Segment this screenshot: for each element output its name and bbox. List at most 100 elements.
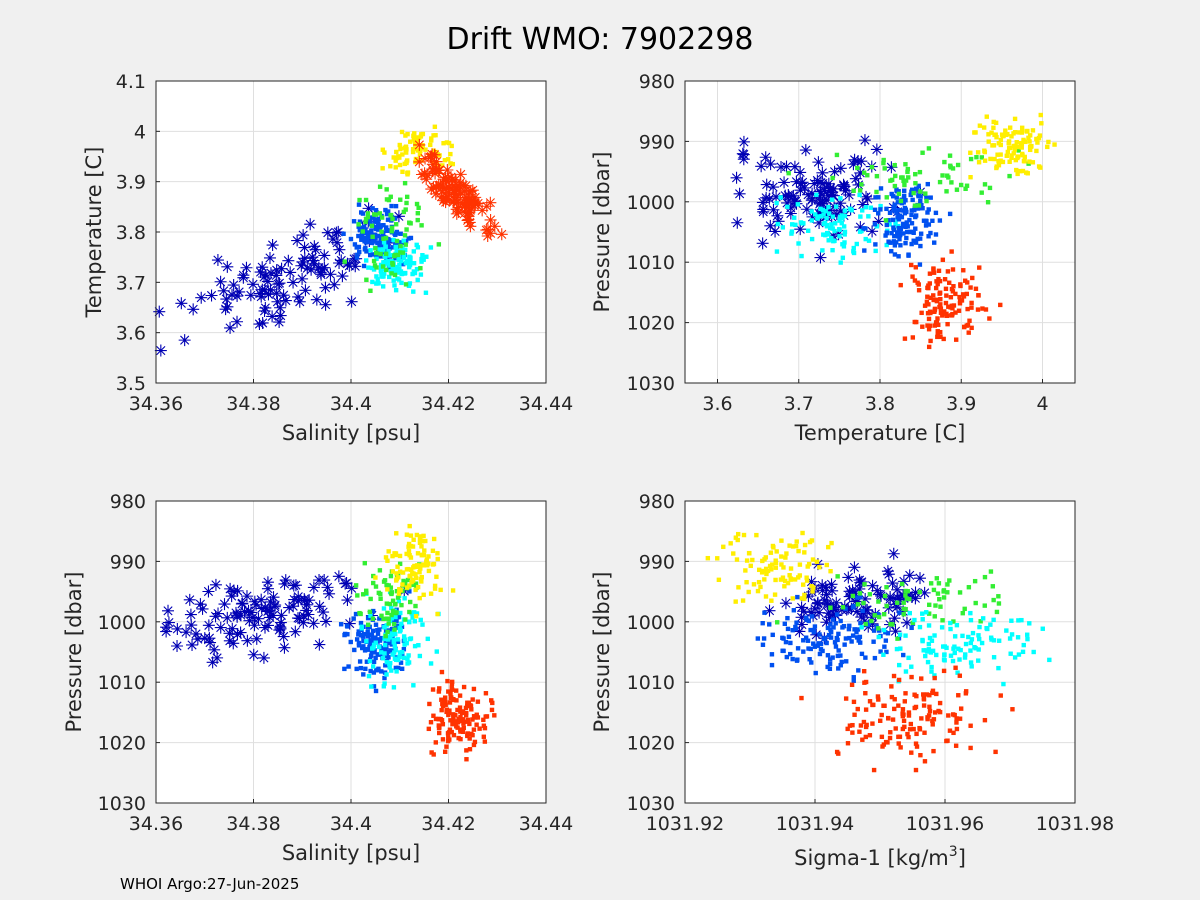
data-point xyxy=(244,289,257,302)
data-point xyxy=(464,719,469,724)
data-point xyxy=(903,593,908,598)
data-point xyxy=(876,599,881,604)
data-point xyxy=(785,580,791,586)
data-point xyxy=(892,252,898,257)
data-point xyxy=(154,344,167,357)
data-point xyxy=(307,581,320,594)
data-point xyxy=(937,179,943,185)
data-point xyxy=(437,686,442,691)
data-point xyxy=(266,239,279,252)
data-point xyxy=(906,710,912,715)
data-point xyxy=(874,173,880,179)
data-point xyxy=(408,567,414,572)
data-point xyxy=(412,270,418,276)
data-point xyxy=(842,229,848,235)
data-point xyxy=(469,707,474,712)
data-point xyxy=(882,166,887,171)
data-points xyxy=(153,124,508,357)
data-point xyxy=(420,622,425,627)
data-point xyxy=(412,131,417,136)
data-point xyxy=(1026,135,1031,140)
data-point xyxy=(426,726,432,732)
data-point xyxy=(277,289,290,302)
data-point xyxy=(378,251,383,257)
data-point xyxy=(933,210,939,216)
data-point xyxy=(839,659,844,665)
data-point xyxy=(932,323,937,328)
y-tick-label: 3.8 xyxy=(116,222,146,244)
data-point xyxy=(996,601,1002,606)
data-point xyxy=(408,533,414,538)
data-point xyxy=(427,701,432,707)
data-point xyxy=(377,247,382,252)
data-point xyxy=(370,636,375,642)
data-point xyxy=(775,221,780,227)
data-point xyxy=(808,646,813,652)
data-point xyxy=(393,601,398,607)
data-point xyxy=(735,531,741,537)
data-point xyxy=(965,306,970,312)
data-point xyxy=(859,625,864,630)
data-point xyxy=(354,666,359,672)
data-point xyxy=(1047,657,1052,663)
data-point xyxy=(836,648,841,653)
data-point xyxy=(1052,142,1057,147)
data-point xyxy=(826,584,839,597)
data-point xyxy=(968,745,973,751)
data-point xyxy=(406,283,412,289)
data-point xyxy=(814,196,827,209)
data-point xyxy=(969,325,974,331)
y-axis-label: Pressure [dbar] xyxy=(62,572,86,733)
data-point xyxy=(824,182,837,195)
data-point xyxy=(911,190,916,196)
data-point xyxy=(474,722,479,727)
data-point xyxy=(812,156,825,169)
data-point xyxy=(926,647,932,652)
data-point xyxy=(387,238,393,243)
data-point xyxy=(721,544,726,550)
x-tick-label: 34.38 xyxy=(226,813,280,835)
data-point xyxy=(816,214,821,219)
data-point xyxy=(190,627,202,640)
data-point xyxy=(1007,159,1012,164)
data-point xyxy=(814,192,819,197)
data-point xyxy=(968,610,973,616)
data-point xyxy=(904,220,909,225)
data-point xyxy=(930,648,936,654)
data-point xyxy=(764,158,777,171)
data-point xyxy=(224,321,237,334)
data-point xyxy=(379,239,385,245)
data-point xyxy=(817,641,823,647)
data-point xyxy=(884,242,889,248)
data-point xyxy=(934,279,939,284)
data-point xyxy=(780,648,785,653)
data-point xyxy=(873,195,878,200)
data-point xyxy=(809,218,815,223)
data-point xyxy=(998,137,1004,143)
data-point xyxy=(444,744,449,749)
data-point xyxy=(410,577,415,583)
data-point xyxy=(991,617,996,623)
data-point xyxy=(931,297,936,303)
data-point xyxy=(435,190,448,203)
data-point xyxy=(897,229,902,235)
data-point xyxy=(962,655,968,660)
data-point xyxy=(761,636,767,641)
data-point xyxy=(822,220,828,226)
data-point xyxy=(461,725,466,731)
data-point xyxy=(861,719,867,725)
data-point xyxy=(798,181,811,194)
data-point xyxy=(449,685,454,690)
data-point xyxy=(774,249,780,254)
data-point xyxy=(423,538,428,544)
x-tick-label: 1031.92 xyxy=(646,813,725,835)
data-point xyxy=(418,617,423,623)
data-point xyxy=(448,691,453,696)
data-point xyxy=(731,216,744,229)
data-point xyxy=(954,187,960,192)
data-point xyxy=(398,197,403,202)
data-point xyxy=(836,631,841,637)
data-point xyxy=(390,245,396,250)
data-point xyxy=(254,266,267,279)
data-point xyxy=(857,729,862,734)
